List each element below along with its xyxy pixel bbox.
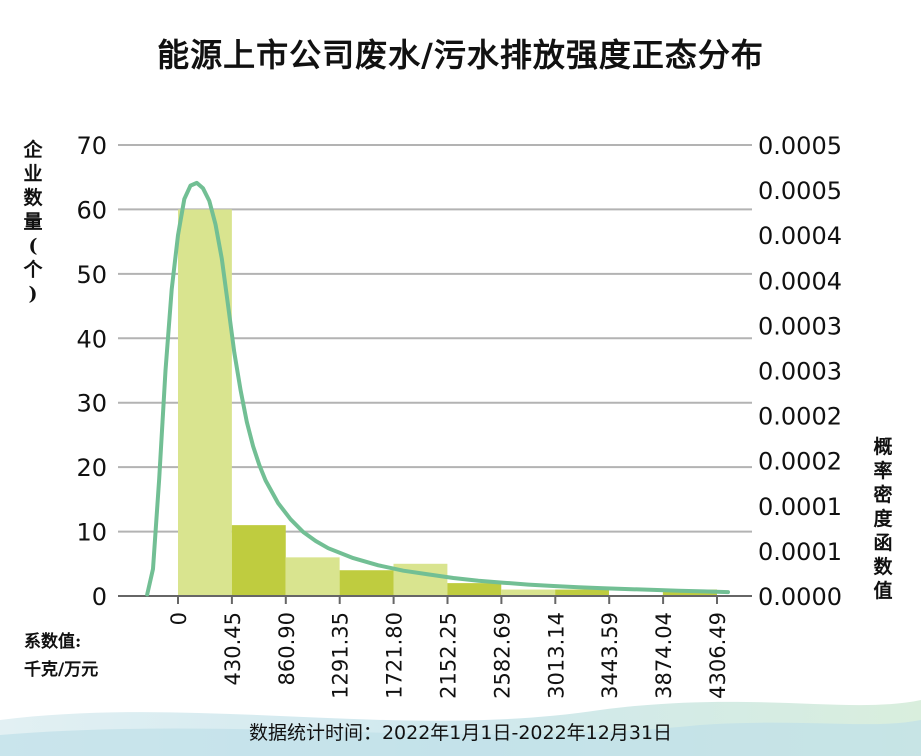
x-tick-label: 3443.59 bbox=[598, 612, 622, 699]
x-tick-label: 860.90 bbox=[275, 612, 299, 685]
y-axis-label-right-char: 密 bbox=[873, 484, 893, 506]
y-axis-label-right-char: 概 bbox=[873, 436, 893, 458]
y2-tick-label: 0.0001 bbox=[758, 538, 842, 566]
histogram-bar bbox=[231, 525, 286, 596]
y-tick-label: 20 bbox=[76, 454, 107, 482]
x-axis-label-line1: 系数值: bbox=[24, 632, 82, 652]
y-axis-label-left: 企业数量(个) bbox=[20, 138, 46, 306]
y-tick-label: 50 bbox=[76, 261, 107, 289]
y-axis-label-right-char: 函 bbox=[873, 532, 893, 554]
x-tick-label: 2582.69 bbox=[490, 612, 514, 699]
x-tick-label: 0 bbox=[167, 612, 191, 625]
y-tick-label: 70 bbox=[76, 132, 107, 160]
y-axis-label-right-char: 率 bbox=[873, 460, 893, 482]
y2-tick-label: 0.0000 bbox=[758, 583, 842, 611]
y-axis-label-right-char: 值 bbox=[873, 580, 893, 602]
y-axis-label-left-char: 量 bbox=[23, 211, 43, 233]
y2-tick-label: 0.0004 bbox=[758, 222, 842, 250]
chart-title: 能源上市公司废水/污水排放强度正态分布 bbox=[157, 36, 764, 74]
x-axis-label-line2: 千克/万元 bbox=[24, 660, 99, 680]
x-tick-label: 3874.04 bbox=[652, 612, 676, 699]
x-tick-label: 1721.80 bbox=[383, 612, 407, 699]
y-axis-label-left-char: 数 bbox=[23, 187, 43, 209]
histogram-bar bbox=[501, 589, 556, 596]
histogram-bar bbox=[555, 589, 609, 596]
x-tick-label: 430.45 bbox=[221, 612, 245, 685]
y2-tick-label: 0.0002 bbox=[758, 448, 842, 476]
y-axis-label-right: 概率密度函数值 bbox=[870, 435, 896, 603]
x-tick-label: 1291.35 bbox=[329, 612, 353, 699]
y-axis-label-left-char: 个 bbox=[23, 259, 43, 281]
y-tick-label: 40 bbox=[76, 325, 107, 353]
y-tick-label: 10 bbox=[76, 519, 107, 547]
y2-tick-label: 0.0002 bbox=[758, 403, 842, 431]
y2-tick-label: 0.0005 bbox=[758, 177, 842, 205]
histogram-bar bbox=[285, 557, 340, 596]
y2-tick-label: 0.0003 bbox=[758, 312, 842, 340]
y-axis-label-right-char: 度 bbox=[873, 508, 893, 530]
y-tick-label: 30 bbox=[76, 390, 107, 418]
y-axis-label-right-char: 数 bbox=[873, 556, 893, 578]
histogram-bar bbox=[447, 583, 502, 596]
x-tick-label: 3013.14 bbox=[544, 612, 568, 699]
x-tick-label: 4306.49 bbox=[706, 612, 730, 699]
y2-tick-label: 0.0001 bbox=[758, 493, 842, 521]
y2-tick-label: 0.0005 bbox=[758, 132, 842, 160]
histogram-bar bbox=[339, 570, 394, 596]
footer-decoration bbox=[0, 700, 921, 756]
y-tick-label: 0 bbox=[92, 583, 107, 611]
y-axis-label-left-char: 业 bbox=[23, 163, 43, 185]
x-axis-label: 系数值: 千克/万元 bbox=[24, 628, 124, 684]
y-tick-label: 60 bbox=[76, 196, 107, 224]
y-axis-label-left-char: ( bbox=[28, 235, 38, 257]
y-axis-label-left-char: 企 bbox=[23, 139, 43, 161]
footer-note: 数据统计时间：2022年1月1日-2022年12月31日 bbox=[248, 722, 673, 744]
density-curve-line bbox=[145, 180, 730, 597]
y2-tick-label: 0.0004 bbox=[758, 267, 842, 295]
x-tick-label: 2152.25 bbox=[437, 612, 461, 699]
y-axis-label-left-char: ) bbox=[28, 283, 38, 305]
y2-tick-label: 0.0003 bbox=[758, 358, 842, 386]
